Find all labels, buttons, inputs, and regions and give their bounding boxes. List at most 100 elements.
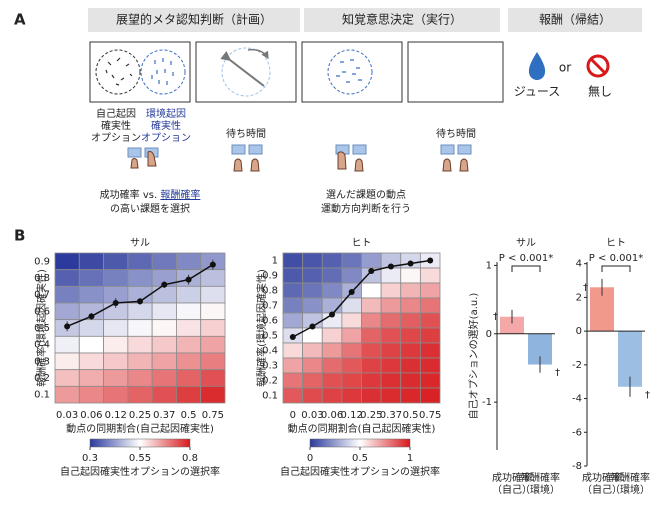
dots xyxy=(105,57,133,86)
heat-cell xyxy=(380,387,402,404)
option-label: 確実性 xyxy=(101,119,131,132)
heat-cell xyxy=(321,387,343,404)
heat-cell xyxy=(321,282,343,299)
y-tick-label: 0.7 xyxy=(34,290,50,301)
colorbar xyxy=(309,438,411,448)
heat-cell xyxy=(151,302,177,321)
heat-cell xyxy=(380,372,402,389)
stimulus xyxy=(221,47,271,97)
heat-cell xyxy=(54,335,80,354)
heat-cell xyxy=(78,319,104,337)
y-tick-label: 0.5 xyxy=(262,331,278,342)
heat-cell xyxy=(400,282,421,299)
heat-cell xyxy=(302,357,323,374)
heat-cell xyxy=(380,312,402,329)
bar xyxy=(500,316,524,334)
y-tick-label: -4 xyxy=(572,394,582,405)
heat-cell xyxy=(282,387,304,404)
heat-cell xyxy=(419,297,441,314)
indifference-point xyxy=(368,268,375,274)
heat-cell xyxy=(302,372,323,389)
y-tick-label: -2 xyxy=(572,360,582,371)
heat-cell xyxy=(361,327,382,344)
colorbar xyxy=(89,438,191,448)
colorbar-tick-label: 0.3 xyxy=(82,453,98,464)
y-tick-label: 0.2 xyxy=(34,373,50,384)
heat-cell xyxy=(361,297,382,314)
dagger: † xyxy=(555,368,560,379)
hand-icons xyxy=(127,144,472,172)
heat-cell xyxy=(321,372,343,389)
heat-cell xyxy=(54,302,80,321)
indifference-point xyxy=(185,276,192,283)
heat-cell xyxy=(380,342,402,359)
juice-icon xyxy=(528,52,546,80)
x-tick-label: 0.37 xyxy=(380,410,402,421)
heat-cell xyxy=(127,369,153,387)
stage-header xyxy=(88,8,300,32)
heat-cell xyxy=(302,267,323,284)
y-tick-label: 0.3 xyxy=(34,356,50,367)
x-axis-label: 動点の同期割合(自己起因確実性) xyxy=(288,422,436,435)
heat-cell xyxy=(400,387,421,404)
heat-cell xyxy=(176,252,202,271)
y-tick-label: 0.4 xyxy=(262,346,278,357)
x-tick-label: 成功確率 xyxy=(582,471,622,484)
heat-cell xyxy=(127,319,153,337)
stage-header xyxy=(508,8,642,32)
stimulus xyxy=(140,49,186,95)
heat-cell xyxy=(400,297,421,314)
option-label: オプション xyxy=(141,132,191,144)
significance-bracket xyxy=(601,265,631,272)
heat-cell xyxy=(54,369,80,387)
heat-cell xyxy=(127,269,153,287)
y-tick-label: 0.9 xyxy=(262,271,278,282)
stimulus xyxy=(95,49,141,95)
indifference-point xyxy=(112,300,119,306)
heat-cell xyxy=(103,252,129,271)
x-tick-label: 0.06 xyxy=(321,410,343,421)
indifference-point xyxy=(427,257,434,264)
heat-cell xyxy=(176,285,202,304)
y-tick-label: -1 xyxy=(482,397,492,408)
significance-label: P < 0.001* xyxy=(499,253,553,264)
indifference-point xyxy=(289,334,296,340)
heat-cell xyxy=(200,269,226,287)
heat-cell xyxy=(321,357,343,374)
heat-cell xyxy=(380,327,402,344)
heat-cell xyxy=(176,352,202,371)
heat-cell xyxy=(200,285,226,304)
x-tick-label: 報酬確率 xyxy=(610,471,650,484)
y-axis-label: 報酬確率(環境起因確実性) xyxy=(35,269,48,387)
heat-cell xyxy=(176,319,202,337)
heat-cell xyxy=(302,297,323,314)
indifference-line xyxy=(292,259,431,338)
x-tick-label: 0.25 xyxy=(360,410,382,421)
heat-cell xyxy=(341,387,362,404)
caption: 運動方向判断を行う xyxy=(321,202,411,215)
x-tick-label: 0.12 xyxy=(105,410,127,421)
heat-cell xyxy=(103,335,129,354)
y-tick-label: 1 xyxy=(486,260,492,271)
stage-title: 知覚意思決定（実行） xyxy=(342,12,462,27)
heat-cell xyxy=(341,357,362,374)
x-tick-label: 0.75 xyxy=(202,410,224,421)
y-tick-label: 0.5 xyxy=(34,323,50,334)
heat-cell xyxy=(127,352,153,371)
reward-label: ジュース xyxy=(514,85,561,99)
heat-cell xyxy=(282,252,304,269)
heat-cell xyxy=(400,312,421,329)
x-tick-label: 0 xyxy=(290,410,296,421)
dagger: † xyxy=(645,390,650,401)
panel-label: A xyxy=(14,11,26,29)
wait-label: 待ち時間 xyxy=(226,127,266,140)
caption: 選んだ課題の動点 xyxy=(326,188,406,201)
reward-label: 無し xyxy=(588,84,612,99)
heat-cell xyxy=(151,252,177,271)
heat-cell xyxy=(103,319,129,337)
heat-cell xyxy=(78,252,104,271)
indifference-point xyxy=(88,313,95,320)
y-tick-label: 0.3 xyxy=(262,361,278,372)
chart-title: サル xyxy=(516,237,536,249)
x-tick-label: 0.5 xyxy=(403,410,419,421)
